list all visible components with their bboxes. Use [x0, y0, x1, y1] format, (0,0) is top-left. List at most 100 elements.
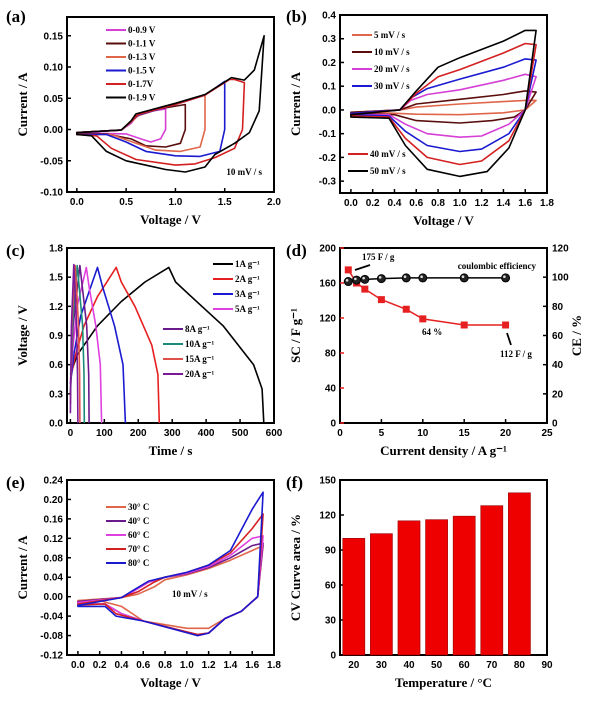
y2-tick-label: 40: [552, 360, 564, 371]
annotation-scan-rate-e: 10 mV / s: [172, 589, 208, 599]
legend-b-4-label: 40 mV / s: [370, 149, 406, 159]
panel-c: (c) 0 100 200 300 400 500 600 0.0 0.3 0.6 0.9 1.2 1.5…: [6, 241, 283, 458]
x-tick-label: 10: [417, 428, 429, 439]
y-tick-label: 200: [319, 244, 336, 255]
y2-tick-label: 0: [552, 419, 558, 430]
legend-a-3-label: 0-1.5 V: [128, 66, 156, 76]
data-point-square: [377, 296, 385, 304]
data-point-sphere: [418, 273, 428, 283]
x-tick-label: 200: [130, 428, 147, 439]
x-tick-label: 100: [96, 428, 113, 439]
arrow-175: [354, 264, 371, 271]
x-tick-label: 0.8: [431, 198, 445, 209]
y-tick-label: 0.04: [44, 573, 64, 584]
x-axis-label: Current density / A g⁻¹: [380, 443, 507, 458]
x-tick-label: 40: [403, 660, 415, 671]
x-tick-label: 90: [541, 660, 553, 671]
x-tick-label: 0.5: [119, 197, 133, 208]
x-tick-label: 0: [337, 428, 343, 439]
y-tick-label: 30: [325, 616, 337, 627]
x-tick-label: 80: [514, 660, 526, 671]
y-tick-label: 0.10: [44, 63, 64, 74]
x-tick-label: 0.6: [136, 660, 150, 671]
x-tick-label: 5: [379, 428, 385, 439]
x-tick-label: 20: [500, 428, 512, 439]
bar-50: [425, 519, 448, 656]
series-line-50-mv-s: [350, 29, 537, 178]
x-axis-label: Voltage / V: [413, 213, 474, 228]
x-tick-label: 1.4: [223, 660, 237, 671]
y2-tick-label: 60: [552, 331, 564, 342]
legend-e-0-label: 30° C: [128, 502, 149, 512]
legend-c-0-label: 1A g⁻¹: [235, 259, 260, 269]
arrow-112: [506, 332, 512, 346]
x-axis-label: Time / s: [149, 443, 193, 458]
y-tick-label: 40: [325, 384, 337, 395]
x-tick-label: 1.0: [180, 660, 194, 671]
x-tick-label: 1.4: [496, 198, 510, 209]
x-tick-label: 1.0: [168, 197, 182, 208]
x-tick-label: 0.2: [366, 198, 380, 209]
legend-c-4-label: 8A g⁻¹: [185, 324, 210, 334]
legend-e-4-label: 80° C: [128, 558, 149, 568]
annotation-scan-rate-a: 10 mV / s: [226, 167, 262, 177]
series-line-40-mv-s: [350, 42, 537, 166]
y-tick-label: -0.12: [40, 651, 63, 662]
legend-b-5-label: 50 mV / s: [370, 166, 406, 176]
y-axis-label: Current / A: [15, 535, 30, 600]
legend-b-3-label: 30 mV / s: [374, 81, 410, 91]
y-tick-label: 0.00: [44, 592, 64, 603]
x-tick-label: 60: [459, 660, 471, 671]
legend-e-3-label: 70° C: [128, 544, 149, 554]
legend-b-0-label: 5 mV / s: [374, 30, 406, 40]
y-tick-label: 1.8: [49, 244, 63, 255]
data-point-square: [502, 321, 510, 329]
legend-e-1-label: 40° C: [128, 516, 149, 526]
bar-40: [397, 520, 421, 656]
y2-tick-label: 20: [552, 389, 564, 400]
panel-label: (d): [286, 241, 307, 260]
x-tick-label: 1.8: [540, 198, 554, 209]
axes-frame: [66, 16, 275, 193]
y2-tick-label: 120: [552, 244, 569, 255]
x-tick-label: 0.6: [409, 198, 423, 209]
data-point-sphere: [501, 273, 511, 283]
y2-axis-label: CE / %: [569, 315, 584, 356]
x-tick-label: 2.0: [267, 197, 281, 208]
y-tick-label: -0.04: [40, 612, 63, 623]
data-point-highlight: [403, 275, 407, 278]
y-tick-label: 0.05: [44, 94, 64, 105]
legend-b-2-label: 20 mV / s: [374, 64, 410, 74]
legend-c-2-label: 3A g⁻¹: [235, 289, 260, 299]
x-tick-label: 30: [376, 660, 388, 671]
legend-c-1-label: 2A g⁻¹: [235, 274, 260, 284]
y-tick-label: 0.2: [322, 58, 336, 69]
x-tick-label: 1.6: [518, 198, 532, 209]
x-tick-label: 500: [232, 428, 249, 439]
legend-c-3-label: 5A g⁻¹: [235, 304, 260, 314]
x-tick-label: 50: [431, 660, 443, 671]
data-point-sphere: [459, 273, 469, 283]
annotation-175: 175 F / g: [362, 252, 395, 262]
x-tick-label: 1.2: [475, 198, 489, 209]
x-tick-label: 600: [266, 428, 283, 439]
bar-30: [370, 533, 393, 656]
y-tick-label: -0.1: [319, 129, 337, 140]
y-tick-label: 0.4: [322, 11, 336, 22]
y-tick-label: -0.3: [319, 177, 337, 188]
data-point-square: [361, 285, 369, 293]
legend-a-5-label: 0-1.9 V: [128, 93, 156, 103]
legend-a-2-label: 0-1.3 V: [128, 52, 156, 62]
data-point-square: [419, 315, 427, 323]
data-point-highlight: [503, 275, 506, 278]
legend-a-4-label: 0-1.7V: [128, 79, 154, 89]
y-tick-label: 0.0: [322, 105, 336, 116]
data-point-square: [344, 266, 352, 274]
y-tick-label: -0.2: [319, 153, 337, 164]
y-tick-label: -0.10: [40, 188, 63, 199]
axes-frame: [66, 479, 275, 656]
x-tick-label: 70: [486, 660, 498, 671]
x-tick-label: 20: [348, 660, 360, 671]
axes-frame: [339, 247, 548, 424]
